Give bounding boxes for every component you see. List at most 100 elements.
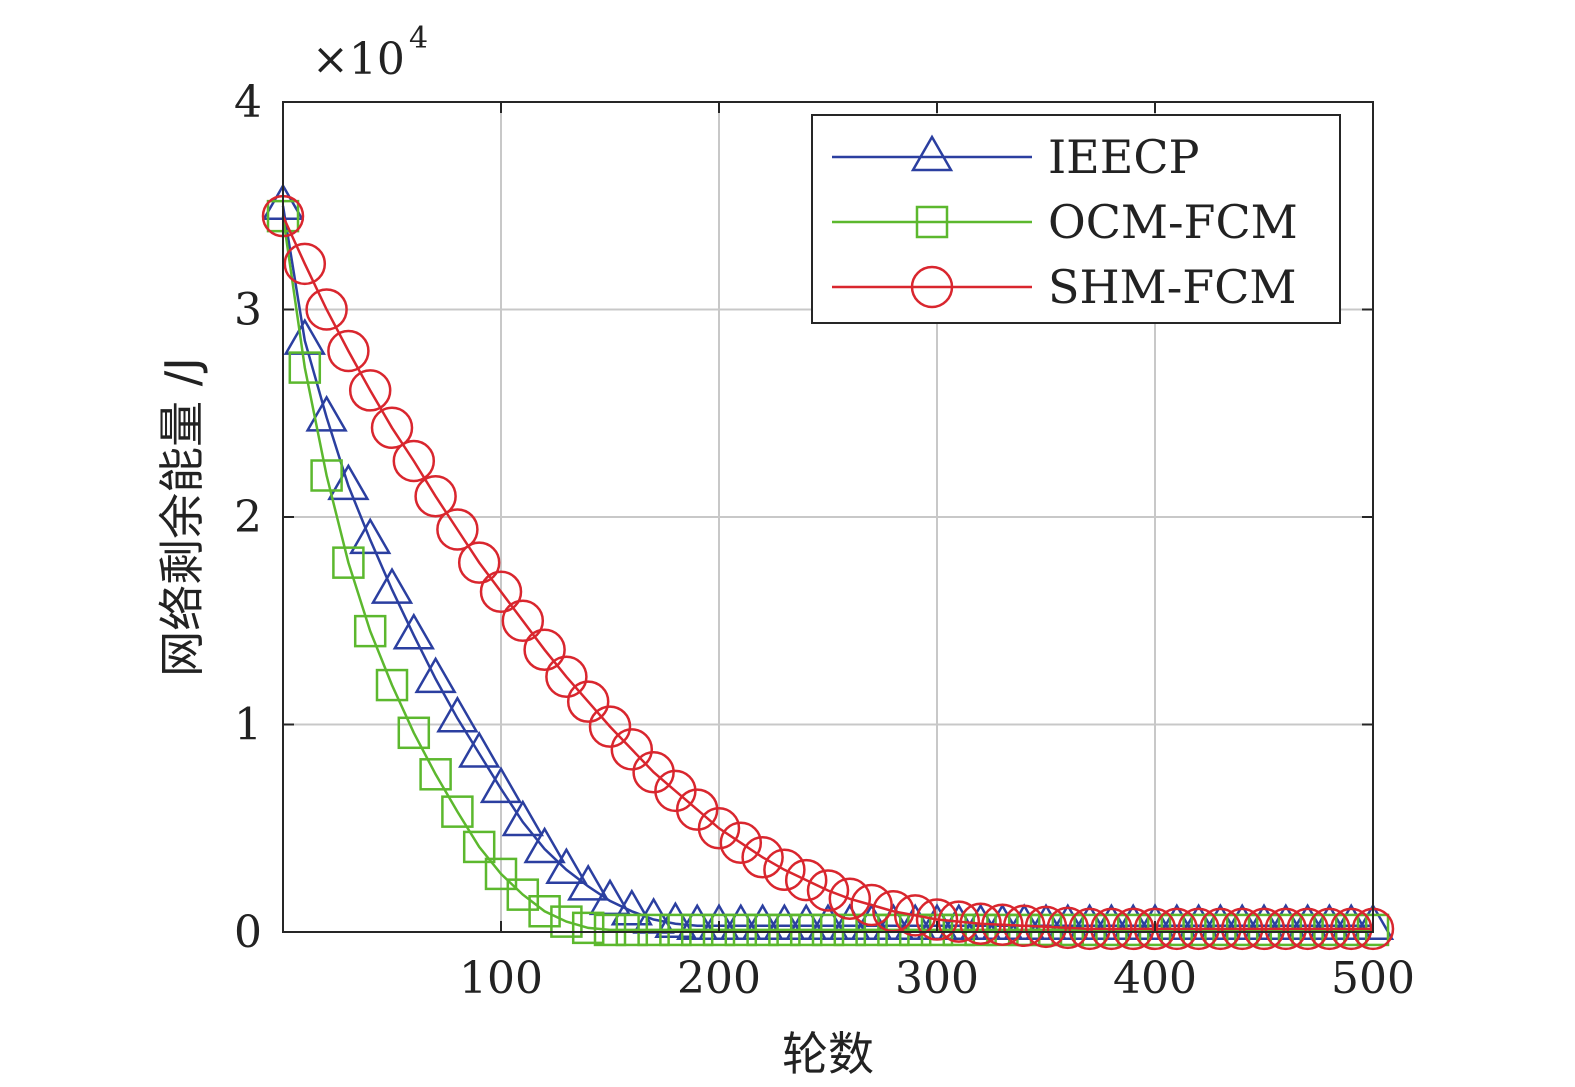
data-point-ieecp [1199, 903, 1242, 941]
data-point-shm-fcm [305, 288, 348, 331]
data-point-shm-fcm [370, 406, 414, 450]
data-point-shm-fcm [784, 858, 828, 902]
data-point-ocm-fcm [724, 913, 758, 947]
data-point-shm-fcm [348, 369, 392, 412]
y-tick-label: 3 [234, 285, 262, 336]
x-tick-label: 400 [1113, 953, 1197, 1004]
data-point-ieecp [392, 612, 435, 650]
data-point-shm-fcm [1068, 907, 1111, 951]
data-point-ieecp [1003, 903, 1046, 941]
data-point-ocm-fcm [310, 459, 343, 492]
data-point-ieecp [327, 463, 370, 501]
data-point-ieecp [697, 903, 741, 941]
data-point-shm-fcm [479, 570, 523, 613]
data-point-shm-fcm [1046, 906, 1090, 950]
series-group [261, 183, 1395, 951]
data-point-ocm-fcm [528, 895, 561, 928]
data-point-shm-fcm [1329, 907, 1373, 951]
data-point-shm-fcm [327, 329, 370, 373]
data-point-ocm-fcm [615, 913, 649, 947]
data-point-ocm-fcm [506, 878, 540, 911]
data-point-ieecp [1221, 903, 1264, 941]
data-point-ieecp [654, 901, 697, 938]
data-point-ieecp [719, 903, 762, 941]
data-point-shm-fcm [588, 705, 632, 748]
x-tick-label: 300 [895, 953, 979, 1004]
data-point-shm-fcm [1133, 907, 1177, 951]
data-point-shm-fcm [610, 728, 654, 771]
data-point-shm-fcm [850, 883, 893, 927]
data-point-shm-fcm [959, 902, 1002, 945]
data-point-ieecp [981, 903, 1024, 941]
data-point-ocm-fcm [593, 913, 627, 947]
data-point-shm-fcm [719, 821, 763, 865]
data-point-shm-fcm [1024, 905, 1068, 949]
data-point-ieecp [894, 903, 937, 941]
data-point-ocm-fcm [942, 913, 976, 947]
data-point-shm-fcm [457, 541, 501, 584]
data-point-ocm-fcm [833, 913, 867, 947]
x-tick-label: 500 [1331, 953, 1415, 1004]
data-point-shm-fcm [414, 475, 457, 518]
data-point-shm-fcm [1111, 907, 1155, 951]
data-point-ocm-fcm [484, 857, 518, 891]
data-point-ocm-fcm [637, 913, 670, 947]
legend-marker [910, 134, 954, 172]
series-shm-fcm [261, 194, 1395, 951]
legend-label: OCM-FCM [1048, 195, 1298, 249]
x-axis-title: 轮数 [782, 1027, 874, 1081]
data-point-ieecp [676, 903, 719, 941]
data-point-shm-fcm [763, 848, 806, 891]
data-point-shm-fcm [545, 655, 588, 699]
data-point-ieecp [1242, 903, 1286, 941]
legend-item-ieecp: IEECP [832, 130, 1199, 184]
data-point-ieecp [1068, 903, 1111, 941]
data-point-ocm-fcm [680, 913, 714, 947]
data-point-shm-fcm [1090, 907, 1133, 951]
legend: IEECP OCM-FCM SHM-FCM [811, 114, 1341, 324]
data-point-ocm-fcm [1051, 913, 1085, 947]
data-point-ieecp [523, 826, 566, 864]
y-tick-label: 2 [234, 492, 262, 543]
legend-label: IEECP [1048, 130, 1199, 184]
legend-item-shm-fcm: SHM-FCM [832, 260, 1297, 314]
data-point-shm-fcm [981, 903, 1024, 946]
data-point-shm-fcm [1264, 907, 1308, 951]
data-point-ieecp [501, 799, 544, 837]
y-tick-label: 4 [234, 77, 262, 128]
y-tick-label: 1 [234, 700, 262, 751]
data-point-ieecp [610, 888, 653, 926]
data-point-ocm-fcm [441, 795, 474, 828]
data-point-shm-fcm [1155, 907, 1199, 951]
data-point-ieecp [458, 731, 501, 768]
data-point-ieecp [1112, 903, 1155, 941]
data-point-ieecp [785, 903, 828, 941]
data-point-ocm-fcm [811, 913, 845, 947]
data-point-ocm-fcm [1029, 913, 1063, 947]
y-tick-label: 0 [234, 907, 262, 958]
y-multiplier-base: ×10 [312, 34, 405, 85]
data-point-ieecp [1330, 903, 1373, 941]
legend-box [811, 114, 1341, 324]
data-point-shm-fcm [1002, 904, 1046, 948]
data-point-ieecp [370, 567, 414, 604]
data-point-ocm-fcm [659, 913, 692, 947]
data-point-shm-fcm [1177, 907, 1220, 951]
data-point-ieecp [479, 766, 523, 804]
data-point-ocm-fcm [550, 905, 583, 938]
data-point-ieecp [305, 394, 348, 432]
data-point-shm-fcm [828, 877, 872, 921]
data-point-ieecp [1308, 903, 1351, 941]
data-point-ieecp [349, 517, 392, 555]
data-point-shm-fcm [741, 836, 784, 879]
data-point-shm-fcm [1308, 907, 1351, 951]
data-point-ieecp [414, 656, 457, 694]
data-point-ieecp [1351, 903, 1395, 941]
y-axis-title: 网络剩余能量 /J [155, 357, 209, 677]
data-point-ocm-fcm [288, 351, 322, 384]
legend-item-ocm-fcm: OCM-FCM [832, 195, 1298, 249]
data-point-ieecp [567, 863, 610, 901]
data-point-ocm-fcm [353, 614, 387, 648]
data-point-ieecp [436, 695, 479, 733]
data-point-ieecp [763, 903, 806, 941]
